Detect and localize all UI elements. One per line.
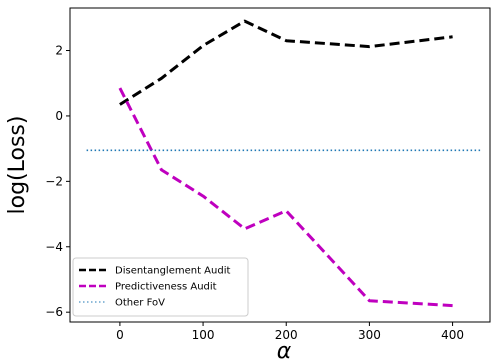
x-tick-label: 400 — [441, 328, 464, 342]
legend-box — [72, 257, 249, 317]
legend-label-1: Predictiveness Audit — [115, 282, 217, 293]
series-line-0 — [119, 19, 453, 106]
y-tick-label: −2 — [45, 174, 63, 188]
y-axis-title: log(Loss) — [5, 116, 30, 215]
y-tick-label: 0 — [55, 109, 63, 123]
plot-frame — [69, 7, 491, 323]
legend-label-0: Disentanglement Audit — [115, 266, 230, 277]
y-tick-label: −6 — [45, 305, 63, 319]
y-tick-label: −4 — [45, 240, 63, 254]
x-tick-label: 100 — [192, 328, 215, 342]
series-line-1 — [118, 87, 453, 308]
x-axis-title: α — [277, 339, 292, 364]
plot-area: 0 100 200 300 400 −6 −4 −2 0 2 — [45, 7, 491, 342]
legend: Disentanglement Audit Predictiveness Audi… — [72, 257, 249, 317]
x-tick-label: 0 — [116, 328, 124, 342]
legend-label-2: Other FoV — [115, 298, 165, 309]
x-tick-label: 200 — [275, 328, 298, 342]
y-tick-label: 2 — [55, 44, 63, 58]
x-tick-label: 300 — [358, 328, 381, 342]
